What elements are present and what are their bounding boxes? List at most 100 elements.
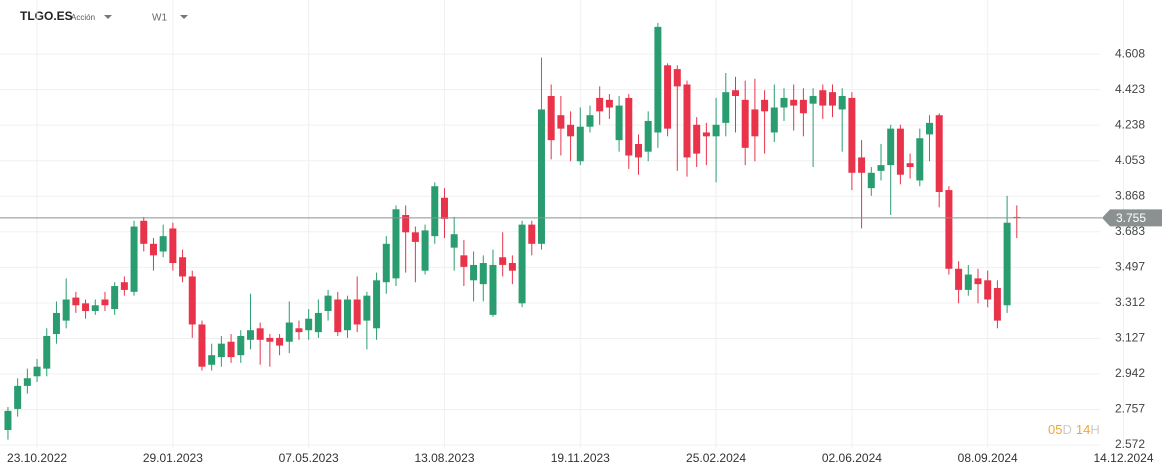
candle-body (916, 138, 924, 181)
candle-body (528, 224, 536, 244)
candle-body (101, 299, 109, 306)
x-tick-label: 29.01.2023 (143, 451, 203, 465)
candle-body (111, 286, 119, 310)
y-tick-label: 3.312 (1115, 295, 1145, 309)
y-tick-label: 3.127 (1115, 331, 1145, 345)
last-price-label: 3.755 (1116, 211, 1146, 225)
candle-body (23, 378, 31, 386)
candle-body (596, 97, 604, 112)
timeframe-dropdown[interactable] (180, 15, 188, 19)
candle-body (440, 197, 448, 219)
candle-body (33, 366, 41, 377)
candle-body (305, 318, 313, 331)
instrument-kind: Acción (71, 13, 95, 22)
candle-body (266, 337, 274, 342)
candle-body (537, 109, 545, 244)
candle-body (799, 99, 807, 114)
candle-body (838, 95, 846, 110)
candle-body (4, 410, 12, 431)
last-price-badge (1102, 209, 1162, 227)
y-tick-label: 4.238 (1115, 117, 1145, 131)
x-tick-label: 02.06.2024 (822, 451, 882, 465)
candle-body (683, 84, 691, 158)
candle-body (654, 26, 662, 133)
timeframe[interactable]: W1 (152, 13, 167, 24)
candle-body (460, 255, 468, 267)
candle-body (993, 287, 1001, 321)
candle-body (586, 115, 594, 127)
x-tick-label: 23.10.2022 (7, 451, 67, 465)
candle-body (149, 243, 157, 256)
candle-body (382, 243, 390, 283)
candle-body (159, 236, 167, 252)
candle-body (567, 124, 575, 137)
symbol[interactable]: TLGO.ES (20, 9, 73, 23)
candle-body (188, 276, 196, 325)
candle-body (935, 115, 943, 192)
candle-body (809, 95, 817, 104)
candle-body (547, 95, 555, 141)
candle-body (470, 264, 478, 281)
candle-body (227, 341, 235, 358)
candle-body (450, 234, 458, 248)
candle-body (877, 165, 885, 171)
candle-body (62, 299, 70, 321)
candle-body (848, 97, 856, 173)
x-tick-label: 14.12.2024 (1093, 451, 1153, 465)
candle-body (858, 157, 866, 173)
candle-body (363, 295, 371, 321)
candle-body (925, 122, 933, 135)
candle-body (761, 99, 769, 112)
y-tick-label: 3.497 (1115, 260, 1145, 274)
candle-body (955, 268, 963, 290)
candle-body (14, 385, 22, 409)
candle-body (974, 278, 982, 285)
candle-body (896, 128, 904, 175)
candle-body (906, 163, 914, 168)
candle-body (644, 120, 652, 152)
candle-body (1003, 222, 1011, 306)
candle-body (343, 299, 351, 331)
candle-body (431, 186, 439, 237)
candle-body (373, 280, 381, 329)
candle-body (295, 328, 303, 333)
candle-body (140, 220, 148, 244)
y-tick-label: 4.053 (1115, 153, 1145, 167)
countdown-h: H (1090, 422, 1099, 437)
candle-body (91, 305, 99, 312)
candles (0, 23, 1102, 440)
candle-body (324, 295, 332, 312)
y-tick-label: 2.572 (1115, 437, 1145, 451)
candle-body (499, 257, 507, 265)
candle-body (237, 335, 245, 356)
candle-body (217, 343, 225, 358)
symbol-dropdown[interactable] (104, 15, 112, 19)
y-tick-label: 3.683 (1115, 224, 1145, 238)
candle-body (43, 335, 51, 369)
candle-body (722, 92, 730, 123)
candle-body (179, 257, 187, 277)
candle-body (673, 69, 681, 87)
candle-body (605, 99, 613, 108)
candle-body (402, 215, 410, 233)
candle-body (334, 299, 342, 333)
candle-body (625, 97, 633, 156)
countdown-d: D (1062, 422, 1071, 437)
candle-body (421, 230, 429, 271)
candle-body (751, 109, 759, 137)
candle-body (828, 92, 836, 106)
x-tick-label: 13.08.2023 (414, 451, 474, 465)
candle-body (246, 330, 254, 340)
candle-body (518, 224, 526, 304)
candle-body (964, 274, 972, 290)
candle-body (634, 143, 642, 158)
candle-body (664, 65, 672, 129)
candle-body (285, 322, 293, 342)
candle-body (72, 297, 80, 306)
candle-body (867, 172, 875, 189)
x-tick-label: 07.05.2023 (279, 451, 339, 465)
y-tick-label: 2.942 (1115, 366, 1145, 380)
candle-body (169, 228, 177, 264)
candle-body (120, 282, 128, 290)
